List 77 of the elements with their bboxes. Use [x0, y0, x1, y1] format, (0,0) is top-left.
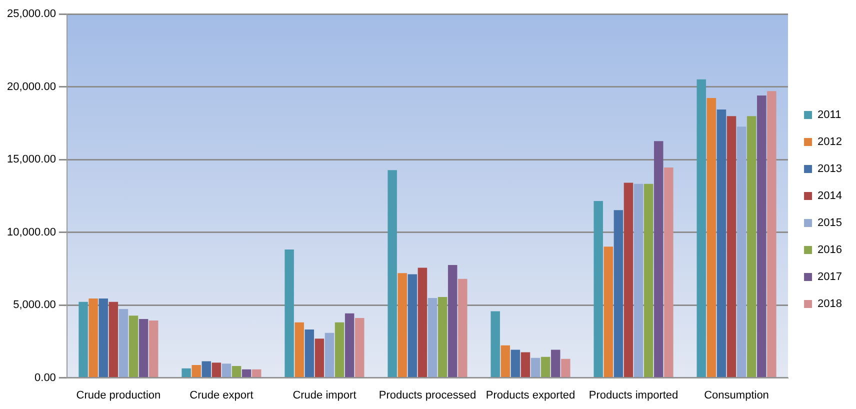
- bar: [706, 98, 716, 378]
- bar: [355, 318, 364, 378]
- bar: [138, 319, 148, 378]
- bar: [334, 322, 344, 378]
- bar: [634, 184, 644, 378]
- bar: [294, 322, 304, 378]
- bar: [222, 364, 232, 378]
- bar: [500, 345, 510, 378]
- bar: [540, 356, 550, 378]
- y-tick-label: 0.00: [34, 372, 56, 384]
- legend-label: 2013: [818, 163, 842, 176]
- bar: [428, 298, 438, 378]
- bar: [98, 298, 108, 378]
- bar: [530, 358, 540, 378]
- bar: [664, 168, 674, 378]
- bar: [418, 268, 428, 378]
- bar: [242, 369, 252, 378]
- bar: [757, 95, 766, 378]
- bar: [202, 361, 212, 378]
- bar: [128, 316, 138, 378]
- x-tick-label: Crude import: [292, 389, 356, 402]
- bar: [192, 364, 201, 378]
- bar: [252, 369, 262, 378]
- bar: [604, 246, 614, 378]
- bar: [550, 350, 560, 378]
- bar: [118, 308, 128, 378]
- bar: [182, 368, 191, 378]
- bar: [696, 79, 706, 378]
- bar: [78, 302, 88, 378]
- legend-label: 2018: [818, 298, 842, 310]
- y-tick-label: 5,000.00: [13, 299, 56, 312]
- x-tick-label: Products exported: [486, 389, 576, 402]
- bar: [148, 320, 158, 378]
- bar: [398, 273, 407, 378]
- y-tick-label: 25,000.00: [7, 8, 56, 20]
- bar: [88, 298, 98, 378]
- legend-label: 2017: [818, 271, 842, 284]
- bar: [520, 352, 530, 378]
- bar: [448, 265, 458, 378]
- bar: [388, 170, 397, 378]
- bar: [510, 350, 520, 378]
- x-tick-label: Products processed: [378, 389, 476, 402]
- bar: [726, 116, 736, 378]
- y-tick-label: 15,000.00: [7, 154, 56, 166]
- bar: [746, 116, 756, 378]
- bar: [408, 274, 418, 378]
- bar: [490, 311, 500, 378]
- bar: [594, 200, 603, 378]
- bar: [614, 210, 624, 378]
- bar: [232, 366, 242, 378]
- legend-label: 2011: [818, 109, 842, 122]
- bar: [438, 297, 448, 378]
- x-tick-label: Crude production: [76, 389, 161, 402]
- bar: [314, 338, 324, 378]
- bar: [644, 184, 654, 378]
- bar: [304, 329, 314, 378]
- bar: [324, 332, 334, 378]
- bar: [344, 313, 354, 378]
- bar: [624, 182, 634, 378]
- x-tick-label: Crude export: [190, 389, 254, 402]
- legend-label: 2016: [818, 244, 842, 256]
- bar: [736, 126, 746, 378]
- bar: [654, 141, 664, 378]
- bar: [767, 91, 776, 378]
- legend-label: 2014: [818, 190, 842, 202]
- bar: [561, 358, 570, 378]
- bar: [716, 109, 726, 378]
- x-tick-label: Products imported: [588, 389, 678, 402]
- x-tick-label: Consumption: [704, 389, 769, 402]
- bar: [284, 249, 294, 378]
- legend-label: 2012: [818, 136, 842, 148]
- bar: [212, 362, 222, 378]
- y-tick-label: 20,000.00: [7, 80, 56, 93]
- y-tick-label: 10,000.00: [7, 226, 56, 238]
- legend-label: 2015: [818, 217, 842, 230]
- bar: [108, 302, 118, 378]
- bar: [458, 278, 468, 378]
